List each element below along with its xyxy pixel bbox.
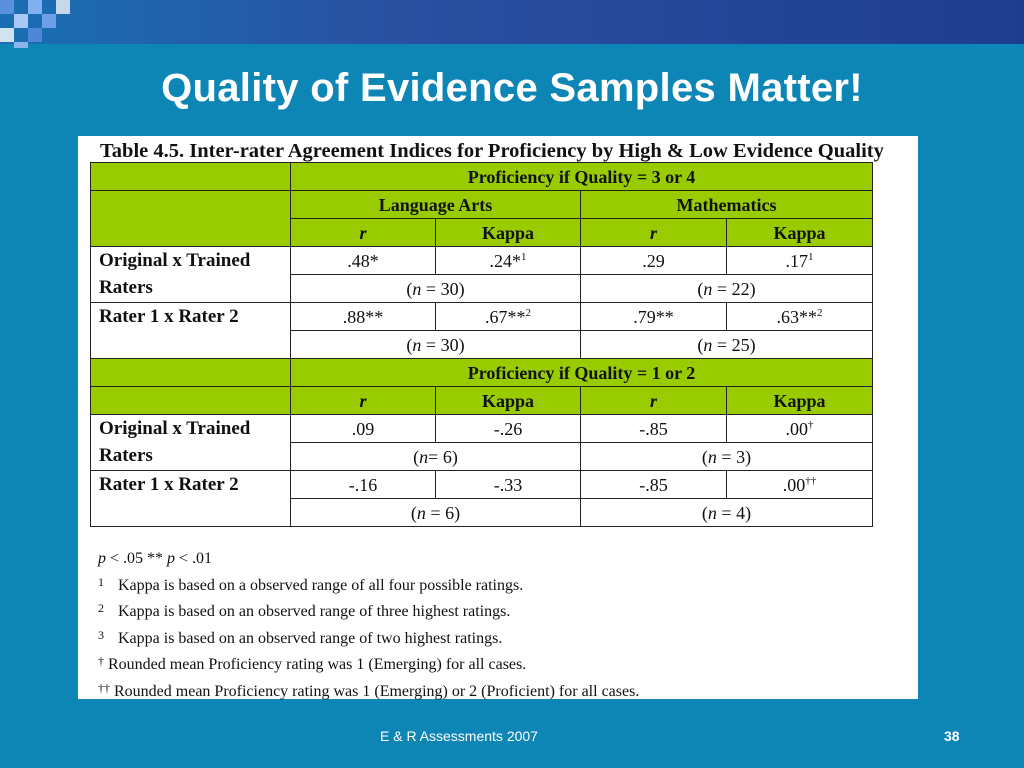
agreement-table: Proficiency if Quality = 3 or 4 Language… bbox=[90, 162, 873, 527]
col-header-kappa: Kappa bbox=[726, 386, 873, 415]
cell-value: .48* bbox=[290, 246, 436, 275]
cell-n: (n= 6) bbox=[290, 442, 581, 471]
col-header-r: r bbox=[580, 218, 727, 247]
cell-n: (n = 3) bbox=[580, 442, 873, 471]
note-2: 2 Kappa is based on an observed range of … bbox=[98, 601, 511, 620]
cell-value: -.16 bbox=[290, 470, 436, 499]
subject-language-arts: Language Arts bbox=[290, 190, 581, 219]
cell-value: .09 bbox=[290, 414, 436, 443]
note-3: 3 Kappa is based on an observed range of … bbox=[98, 627, 503, 647]
row-label-line2: Raters bbox=[99, 445, 153, 466]
cell-value: -.33 bbox=[435, 470, 581, 499]
cell-value: .29 bbox=[580, 246, 727, 275]
cell-value: -.85 bbox=[580, 414, 727, 443]
note-dagger: † Rounded mean Proficiency rating was 1 (… bbox=[98, 654, 527, 673]
col-header-r: r bbox=[290, 386, 436, 415]
cell-value: .67**2 bbox=[435, 302, 581, 331]
cell-value: .24*1 bbox=[435, 246, 581, 275]
note-1: 1 Kappa is based on a observed range of a… bbox=[98, 574, 524, 594]
row-label-line2: Raters bbox=[99, 277, 153, 298]
col-header-kappa: Kappa bbox=[435, 218, 581, 247]
table-image-panel: Table 4.5. Inter-rater Agreement Indices… bbox=[78, 136, 918, 700]
cell-value: .171 bbox=[726, 246, 873, 275]
row-label-original-trained: Original x Trained Raters bbox=[90, 414, 291, 471]
row-label-original-trained: Original x Trained Raters bbox=[90, 246, 291, 303]
row-label-rater1-rater2: Rater 1 x Rater 2 bbox=[90, 302, 291, 359]
cell-value: -.26 bbox=[435, 414, 581, 443]
green-cell bbox=[90, 162, 291, 191]
green-cell bbox=[90, 386, 291, 415]
slide-title: Quality of Evidence Samples Matter! bbox=[161, 66, 863, 110]
col-header-kappa: Kappa bbox=[726, 218, 873, 247]
cell-n: (n = 30) bbox=[290, 274, 581, 303]
top-band bbox=[0, 0, 1024, 44]
note-double-dagger: †† Rounded mean Proficiency rating was 1 … bbox=[98, 680, 640, 700]
col-header-kappa: Kappa bbox=[435, 386, 581, 415]
table-notes: p < .05 ** p < .01 1 Kappa is based on a … bbox=[98, 546, 639, 705]
subject-mathematics: Mathematics bbox=[580, 190, 873, 219]
green-cell bbox=[90, 358, 291, 387]
footer-text: E & R Assessments 2007 bbox=[380, 728, 538, 744]
col-header-r: r bbox=[580, 386, 727, 415]
page-number: 38 bbox=[944, 728, 960, 744]
cell-n: (n = 22) bbox=[580, 274, 873, 303]
row-label-line1: Original x Trained bbox=[99, 418, 251, 439]
cell-value: .63**2 bbox=[726, 302, 873, 331]
cell-value: .00† bbox=[726, 414, 873, 443]
green-cell bbox=[90, 190, 291, 247]
cell-value: .79** bbox=[580, 302, 727, 331]
cell-n: (n = 6) bbox=[290, 498, 581, 527]
section-header-low: Proficiency if Quality = 1 or 2 bbox=[290, 358, 873, 387]
cell-value: .88** bbox=[290, 302, 436, 331]
cell-value: -.85 bbox=[580, 470, 727, 499]
col-header-r: r bbox=[290, 218, 436, 247]
table-caption: Table 4.5. Inter-rater Agreement Indices… bbox=[100, 140, 884, 162]
corner-squares-decoration bbox=[0, 0, 90, 50]
cell-n: (n = 4) bbox=[580, 498, 873, 527]
cell-value: .00†† bbox=[726, 470, 873, 499]
row-label-rater1-rater2: Rater 1 x Rater 2 bbox=[90, 470, 291, 527]
section-header-high: Proficiency if Quality = 3 or 4 bbox=[290, 162, 873, 191]
row-label-line1: Original x Trained bbox=[99, 250, 251, 271]
note-significance: p < .05 ** p < .01 bbox=[98, 550, 213, 567]
cell-n: (n = 25) bbox=[580, 330, 873, 359]
cell-n: (n = 30) bbox=[290, 330, 581, 359]
